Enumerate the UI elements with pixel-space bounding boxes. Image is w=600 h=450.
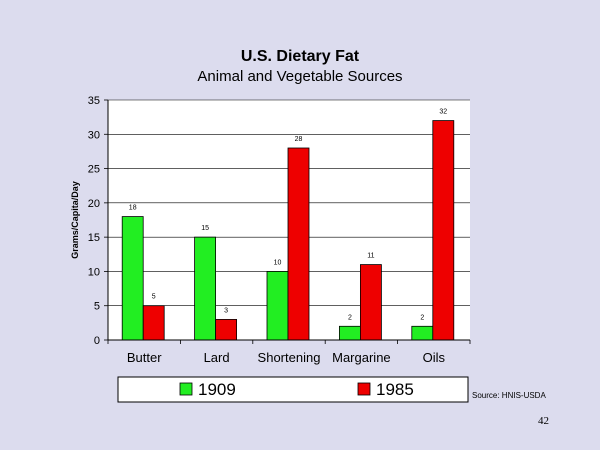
bar-1909-lard — [194, 236, 217, 341]
x-tick-label: Margarine — [332, 350, 391, 365]
y-tick-label: 5 — [94, 301, 100, 313]
bar-1909-margarine — [338, 325, 361, 341]
legend-label-1985: 1985 — [376, 380, 414, 399]
data-label: 18 — [129, 205, 137, 212]
y-tick-label: 0 — [94, 335, 100, 347]
y-tick-label: 35 — [88, 95, 100, 107]
y-tick-label: 20 — [88, 198, 100, 210]
data-label: 15 — [201, 225, 209, 232]
bar-1909-shortening — [266, 271, 289, 341]
x-tick-label: Shortening — [258, 350, 321, 365]
data-label: 3 — [224, 307, 228, 314]
x-tick-label: Oils — [423, 350, 446, 365]
legend-swatch-1985 — [357, 382, 371, 396]
y-tick-label: 30 — [88, 129, 100, 141]
data-label: 10 — [274, 259, 282, 266]
y-axis-label: Grams/Capita/Day — [70, 181, 80, 259]
legend-label-1909: 1909 — [198, 380, 236, 399]
bar-1909-oils — [411, 325, 434, 341]
data-label: 2 — [420, 314, 424, 321]
bar-1985-oils — [432, 120, 455, 341]
bar-1985-lard — [215, 319, 238, 341]
x-tick-label: Butter — [127, 350, 162, 365]
legend: 1909 1985 — [117, 376, 469, 403]
page-number: 42 — [538, 415, 549, 427]
bar-1985-shortening — [287, 147, 310, 341]
y-tick-label: 25 — [88, 164, 100, 176]
legend-box — [117, 376, 469, 403]
source-note: Source: HNIS-USDA — [472, 391, 546, 400]
y-tick-label: 10 — [88, 266, 100, 278]
y-tick-label: 15 — [88, 232, 100, 244]
bar-1985-margarine — [359, 264, 382, 341]
bar-1909-butter — [121, 216, 144, 341]
data-label: 28 — [295, 136, 303, 143]
legend-swatch-1909 — [179, 382, 193, 396]
data-label: 2 — [348, 314, 352, 321]
data-label: 5 — [152, 294, 156, 301]
chart-subtitle: Animal and Vegetable Sources — [197, 68, 403, 85]
x-tick-label: Lard — [204, 350, 230, 365]
chart-title: U.S. Dietary Fat — [240, 48, 360, 65]
data-label: 11 — [367, 253, 374, 260]
bar-1985-butter — [142, 305, 165, 341]
data-label: 32 — [439, 109, 447, 116]
